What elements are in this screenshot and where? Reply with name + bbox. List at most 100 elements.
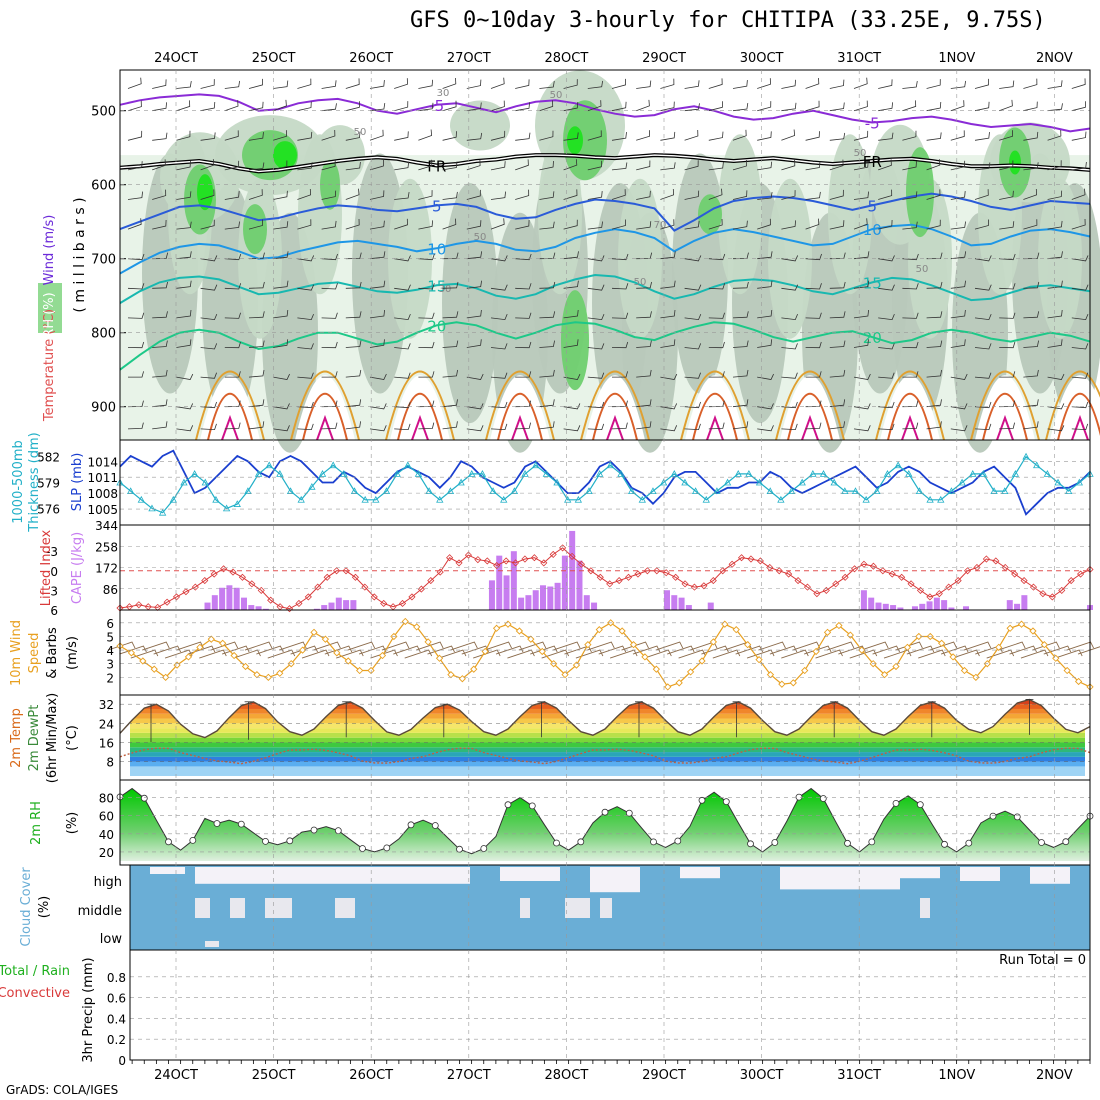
wind-barb-10m [575, 649, 604, 659]
cape-bar [868, 597, 875, 610]
wind-speed-marker [618, 627, 626, 635]
wind-barb [369, 190, 385, 200]
rh-marker [189, 837, 197, 844]
wind-barb [950, 160, 966, 171]
wind-barb [563, 339, 579, 348]
wind-barb [611, 189, 626, 200]
wind-barb [466, 220, 482, 230]
isotherm-label: 10 [427, 240, 446, 258]
wind-barb [127, 191, 143, 200]
cape-bar [547, 586, 554, 610]
isotherm-35 [801, 414, 819, 441]
wind-barb [152, 189, 167, 200]
wind-barb [611, 219, 626, 230]
wind-speed-marker [1017, 620, 1026, 628]
lifted-index-marker [662, 569, 670, 577]
date-label-bottom: 29OCT [642, 1068, 686, 1083]
wind-barb [926, 219, 941, 230]
wind-barb [273, 403, 290, 410]
thickness-marker [286, 487, 295, 495]
wind-barb [950, 251, 967, 260]
wind-barb [708, 78, 723, 89]
thickness-marker [329, 461, 337, 469]
wind-barb [418, 341, 435, 349]
temp-color-band [130, 708, 1085, 714]
thickness-marker [734, 470, 742, 477]
wind-barb-10m [701, 645, 729, 655]
wind-barb [636, 160, 651, 171]
wind-barb [321, 220, 337, 230]
thickness-marker [723, 478, 732, 486]
wind-barb [611, 312, 629, 319]
rh-marker [528, 802, 536, 810]
wind-barb [781, 79, 796, 89]
ua-tick-label: 700 [91, 253, 116, 268]
rh-tick-label: 40 [99, 828, 114, 842]
wind-speed-marker [356, 666, 364, 675]
wind-barb [853, 251, 870, 260]
wind-barb [902, 160, 917, 171]
wind-barb [684, 423, 701, 431]
wind-barb [273, 280, 289, 289]
thickness-marker [425, 487, 433, 495]
wind-barb [950, 403, 968, 410]
thickness-marker [947, 487, 956, 495]
lifted-index-marker [361, 583, 369, 591]
wind-speed-marker [823, 628, 832, 637]
lifted-index-marker [521, 555, 529, 563]
wind-barb [926, 311, 943, 319]
wind-barb [902, 312, 919, 319]
lifted-index-marker [248, 580, 256, 588]
slp-tick-label: 1011 [87, 471, 118, 485]
cloud-mid-gap [520, 898, 530, 918]
lifted-index-marker [1067, 577, 1075, 585]
wind-speed-marker [538, 647, 546, 656]
wind-barb [418, 283, 435, 290]
isotherm-label: 5 [867, 197, 877, 215]
wind-barb [708, 341, 725, 349]
wind-barb [345, 101, 360, 112]
isotherm-25 [875, 370, 945, 441]
wind-barb [297, 313, 314, 321]
lifted-index-marker [756, 557, 764, 565]
rh-patch-bright [1009, 150, 1021, 175]
wind-barb [273, 425, 290, 432]
rh-marker [698, 796, 706, 804]
wind-barb [829, 399, 846, 408]
cloud-high-gap [150, 867, 185, 874]
isotherm-line [119, 273, 1091, 304]
wind-barb [853, 309, 869, 319]
wind-barb [999, 99, 1013, 112]
cape-bar [335, 597, 342, 610]
wind-barb [878, 159, 892, 171]
wind-barb [781, 423, 798, 431]
wind-barb [757, 251, 773, 260]
wind-barb [1023, 281, 1040, 289]
date-label-bottom: 28OCT [545, 1068, 589, 1083]
wind-barb [224, 160, 240, 171]
wind-barb [539, 311, 556, 319]
wind-barb [611, 78, 626, 89]
wind-barb [781, 343, 798, 350]
wind-barb [1071, 423, 1089, 431]
wind-barb [684, 190, 700, 200]
lifted-index-marker [1039, 590, 1047, 598]
thk-tick-label: 579 [37, 477, 60, 491]
wind-barb [490, 77, 505, 89]
wind-barb [732, 311, 749, 319]
wind-speed-marker [801, 666, 809, 675]
date-label-bottom: 31OCT [837, 1068, 881, 1083]
wind-barb [321, 400, 338, 408]
wind-barb [829, 102, 845, 112]
wind-barb-10m [313, 641, 341, 651]
cape-bar [890, 605, 897, 610]
lifted-index-marker [257, 586, 265, 594]
lifted-index-marker [964, 567, 972, 575]
wind-barb [297, 423, 314, 431]
wind-barb [466, 373, 484, 380]
lifted-index-marker [304, 593, 312, 601]
wind-speed-marker [1006, 624, 1014, 632]
ua-tick-label: 600 [91, 179, 116, 194]
thickness-marker [553, 478, 561, 486]
thickness-marker [787, 487, 796, 495]
